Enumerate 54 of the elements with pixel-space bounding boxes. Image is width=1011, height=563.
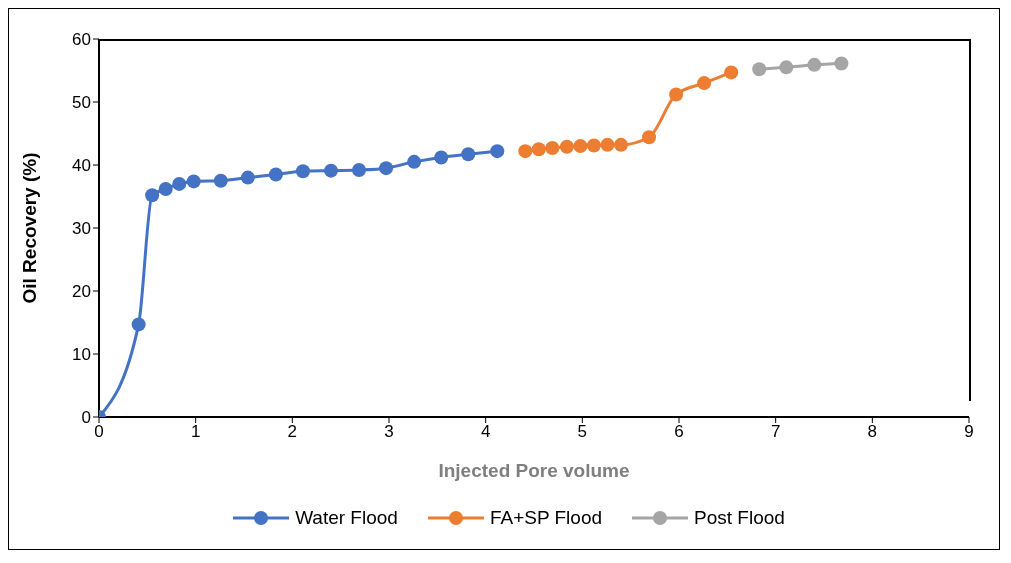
point (434, 150, 449, 165)
point (614, 137, 628, 152)
point (213, 173, 228, 188)
point (131, 317, 146, 332)
point (642, 130, 657, 145)
y-tick-label: 10 (72, 345, 91, 365)
point (807, 57, 822, 72)
point (779, 60, 794, 75)
x-tick-label: 7 (770, 422, 781, 442)
point (172, 176, 187, 191)
point (407, 154, 422, 169)
point (158, 181, 173, 196)
point (295, 164, 310, 179)
x-tick-label: 3 (384, 422, 394, 442)
point (669, 87, 684, 102)
x-tick-label: 1 (190, 422, 201, 442)
y-tick-label: 50 (72, 93, 91, 113)
point (490, 144, 505, 159)
point (752, 62, 767, 77)
point (724, 65, 739, 80)
x-tick-label: 9 (964, 422, 974, 442)
point (324, 163, 338, 178)
x-tick-label: 2 (287, 422, 298, 442)
point (834, 56, 849, 71)
point (586, 138, 601, 153)
point (573, 139, 588, 154)
point (461, 147, 476, 162)
x-tick-label: 5 (577, 422, 588, 442)
x-tick-label: 8 (867, 422, 878, 442)
point (379, 161, 394, 176)
point (531, 142, 546, 157)
point (518, 144, 533, 159)
point (145, 188, 160, 203)
x-tick-label: 6 (674, 422, 684, 442)
x-tick-label: 0 (94, 422, 104, 442)
y-tick-label: 40 (72, 156, 91, 176)
x-axis-title: Injected Pore volume (438, 460, 630, 481)
legend-label: FA+SP Flood (488, 507, 603, 529)
point (240, 170, 255, 185)
x-tick-label: 4 (480, 422, 491, 442)
point (697, 76, 712, 91)
point (268, 167, 283, 182)
point (352, 163, 367, 178)
y-tick-label: 0 (81, 408, 91, 428)
point (600, 137, 615, 152)
y-axis-title: Oil Recovery (%) (18, 152, 40, 304)
y-tick-label: 60 (72, 30, 91, 50)
legend-label: Water Flood (294, 507, 398, 529)
point (186, 174, 201, 189)
y-tick-label: 20 (72, 282, 91, 302)
y-tick-label: 30 (72, 219, 91, 239)
legend-label: Post Flood (693, 507, 785, 529)
point (559, 139, 574, 154)
point (545, 140, 560, 155)
